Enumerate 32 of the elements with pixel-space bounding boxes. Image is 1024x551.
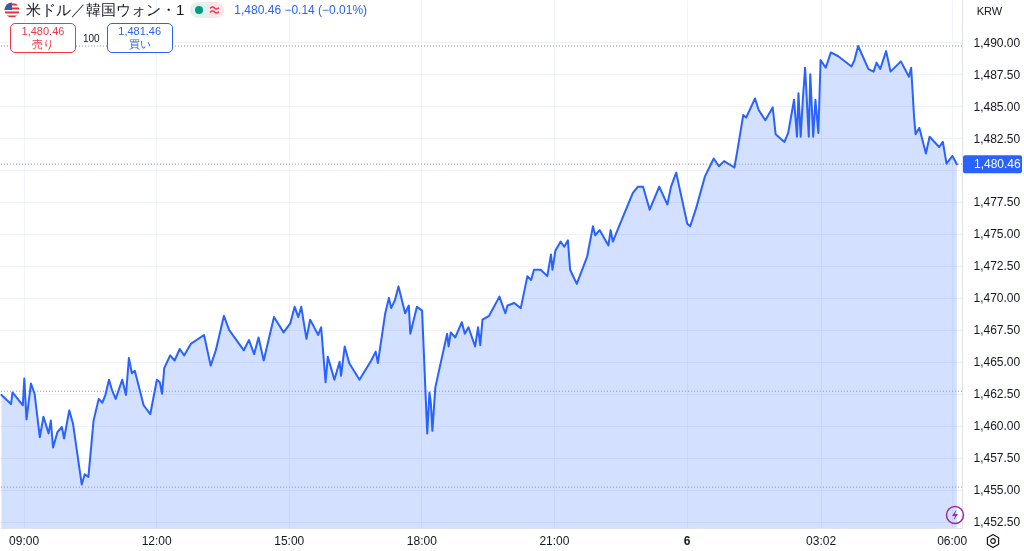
- y-tick-label: 1,470.00: [973, 291, 1021, 306]
- annotation: 1,480.46: [21, 25, 65, 38]
- y-tick-label: 1,475.00: [973, 227, 1021, 242]
- x-tick-label: 6: [683, 533, 691, 548]
- annotation: 買い: [128, 38, 151, 51]
- chart-title: 米ドル／韓国ウォン・1: [26, 0, 185, 20]
- y-tick-label: 1,490.00: [973, 35, 1021, 50]
- y-tick-label: 1,460.00: [973, 419, 1021, 434]
- y-tick-label: 1,465.00: [973, 355, 1021, 370]
- x-tick-label: 21:00: [539, 533, 570, 548]
- y-tick-label: 1,485.00: [973, 99, 1021, 114]
- y-tick-label: 1,452.50: [973, 515, 1021, 530]
- y-tick-label: 1,482.50: [973, 131, 1021, 146]
- y-tick-label: 1,457.50: [973, 451, 1021, 466]
- annotation: 1,481.46: [118, 25, 162, 38]
- x-tick-label: 15:00: [274, 533, 305, 548]
- y-tick-label: 1,472.50: [973, 259, 1021, 274]
- x-tick-label: 12:00: [141, 533, 172, 548]
- x-tick-label: 03:02: [806, 533, 837, 548]
- x-tick-label: 09:00: [9, 533, 40, 548]
- y-tick-label: 1,477.50: [973, 195, 1021, 210]
- y-tick-label: 1,467.50: [973, 323, 1021, 338]
- chart-subtitle: 1,480.46 −0.14 (−0.01%): [234, 3, 368, 17]
- y-tick-label: 1,455.00: [973, 483, 1021, 498]
- y-axis-title: KRW: [976, 4, 1003, 17]
- x-tick-label: 06:00: [937, 533, 968, 548]
- x-tick-label: 18:00: [406, 533, 438, 548]
- y-tick-label: 1,462.50: [973, 387, 1021, 402]
- ref-line-label: 1,480.46: [974, 157, 1022, 172]
- y-tick-label: 1,487.50: [973, 67, 1021, 82]
- annotation: 売り: [32, 38, 54, 51]
- annotation: 100: [83, 32, 100, 44]
